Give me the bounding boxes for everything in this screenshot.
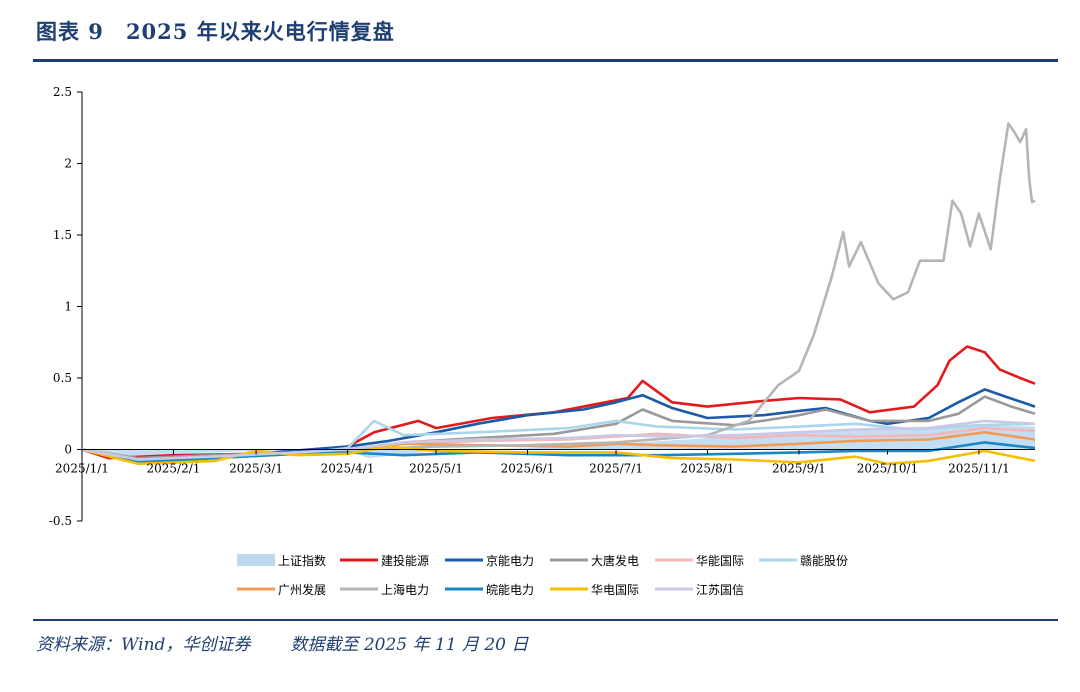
x-tick-label: 2025/5/1 (409, 462, 463, 476)
x-tick-label: 2025/3/1 (229, 462, 283, 476)
legend-label-广州发展: 广州发展 (278, 582, 326, 597)
x-tick-label: 2025/10/1 (857, 462, 919, 476)
legend-label-江苏国信: 江苏国信 (696, 583, 744, 597)
y-tick-label: 0.5 (53, 371, 72, 385)
legend-swatch-上证指数 (237, 554, 275, 566)
top-rule (33, 59, 1058, 62)
series-line-京能电力 (81, 388, 1036, 461)
legend-label-皖能电力: 皖能电力 (486, 583, 534, 597)
line-chart: 2.5 2 1.5 1 0.5 0 -0.5 2025/1/1 2025/2/1 2025/3/1… (49, 85, 1036, 597)
data-cutoff-text: 数据截至 2025 年 11 月 20 日 (290, 635, 529, 655)
legend-label-赣能股份: 赣能股份 (800, 554, 848, 568)
x-tick-label: 2025/9/1 (772, 462, 826, 476)
x-tick-label: 2025/7/1 (589, 462, 643, 476)
source-text: 资料来源：Wind，华创证券 (36, 635, 251, 655)
x-tick-label: 2025/8/1 (681, 462, 735, 476)
x-tick-label: 2025/6/1 (501, 462, 555, 476)
legend-label-京能电力: 京能电力 (486, 554, 534, 568)
figure-number: 图表 9 (36, 19, 104, 44)
x-tick-label: 2025/2/1 (147, 462, 201, 476)
legend-label-上海电力: 上海电力 (381, 582, 429, 597)
legend-label-大唐发电: 大唐发电 (591, 553, 639, 568)
series-line-华电国际 (81, 445, 1036, 466)
x-tick-label: 2025/1/1 (55, 462, 109, 476)
y-tick-label: 1 (64, 300, 72, 314)
series-line-建投能源 (81, 345, 1036, 460)
y-tick-label: -0.5 (49, 514, 72, 528)
figure-title: 图表 9 2025 年以来火电行情复盘 (36, 16, 395, 46)
legend-label-建投能源: 建投能源 (381, 553, 429, 568)
legend-label-华能国际: 华能国际 (696, 554, 744, 568)
y-tick-label: 2.5 (53, 85, 72, 99)
y-tick-label: 2 (64, 157, 72, 171)
figure-title-text: 2025 年以来火电行情复盘 (125, 19, 395, 44)
y-tick-label: 0 (64, 443, 72, 457)
x-tick-label: 2025/4/1 (321, 462, 375, 476)
legend-label-华电国际: 华电国际 (591, 583, 639, 597)
y-tick-label: 1.5 (53, 228, 72, 242)
series-line-皖能电力 (81, 441, 1036, 464)
source-note: 资料来源：Wind，华创证券 数据截至 2025 年 11 月 20 日 (36, 630, 528, 655)
x-tick-label: 2025/11/1 (948, 462, 1010, 476)
series-line-上海电力 (81, 122, 1036, 463)
bottom-rule (33, 619, 1058, 621)
legend-label-上证指数: 上证指数 (278, 553, 326, 568)
